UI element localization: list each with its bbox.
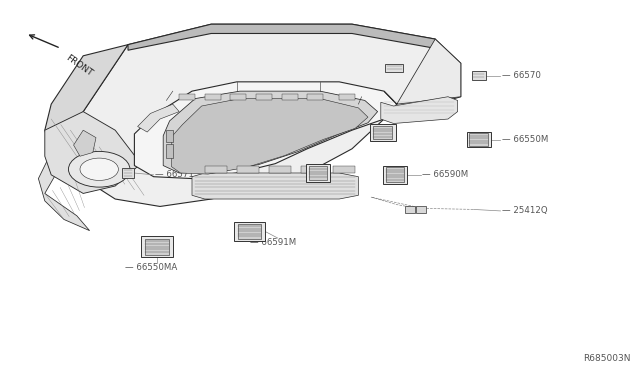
Circle shape — [68, 151, 130, 187]
Polygon shape — [128, 24, 435, 50]
Polygon shape — [256, 94, 272, 100]
Polygon shape — [122, 168, 134, 178]
Polygon shape — [339, 94, 355, 100]
Text: R685003N: R685003N — [583, 354, 630, 363]
Polygon shape — [472, 71, 486, 80]
Polygon shape — [230, 94, 246, 100]
Polygon shape — [470, 133, 488, 146]
Polygon shape — [237, 166, 259, 173]
Polygon shape — [386, 167, 404, 182]
Polygon shape — [385, 64, 403, 72]
Polygon shape — [38, 153, 90, 231]
Polygon shape — [307, 94, 323, 100]
Polygon shape — [179, 94, 195, 100]
Text: — 66571: — 66571 — [155, 170, 194, 179]
Polygon shape — [145, 239, 169, 254]
Polygon shape — [238, 224, 261, 239]
Polygon shape — [301, 166, 323, 173]
Polygon shape — [172, 99, 368, 174]
Polygon shape — [192, 173, 358, 199]
Polygon shape — [416, 206, 426, 213]
Polygon shape — [309, 166, 327, 180]
Polygon shape — [205, 94, 221, 100]
Circle shape — [80, 158, 118, 180]
Text: — 25412Q: — 25412Q — [502, 206, 547, 215]
Polygon shape — [383, 166, 407, 184]
Polygon shape — [166, 130, 173, 142]
Polygon shape — [141, 237, 173, 257]
Polygon shape — [306, 164, 330, 182]
Polygon shape — [373, 126, 392, 140]
Polygon shape — [333, 166, 355, 173]
Polygon shape — [138, 104, 179, 132]
Polygon shape — [467, 131, 491, 147]
Text: — 66550M: — 66550M — [502, 135, 548, 144]
Polygon shape — [384, 39, 461, 104]
Polygon shape — [45, 45, 128, 160]
Polygon shape — [405, 206, 415, 213]
Polygon shape — [64, 24, 461, 206]
Polygon shape — [45, 112, 141, 193]
Polygon shape — [205, 166, 227, 173]
Polygon shape — [282, 94, 298, 100]
Polygon shape — [234, 222, 265, 241]
Text: — 66570: — 66570 — [502, 71, 541, 80]
Polygon shape — [381, 97, 458, 124]
Polygon shape — [166, 144, 173, 158]
Text: — 66591M: — 66591M — [250, 238, 296, 247]
Polygon shape — [163, 91, 378, 173]
Polygon shape — [269, 166, 291, 173]
Polygon shape — [74, 130, 96, 156]
Polygon shape — [134, 82, 397, 179]
Text: — 66590M: — 66590M — [422, 170, 468, 179]
Polygon shape — [370, 124, 396, 141]
Text: — 66550MA: — 66550MA — [125, 263, 178, 272]
Text: FRONT: FRONT — [64, 53, 94, 78]
